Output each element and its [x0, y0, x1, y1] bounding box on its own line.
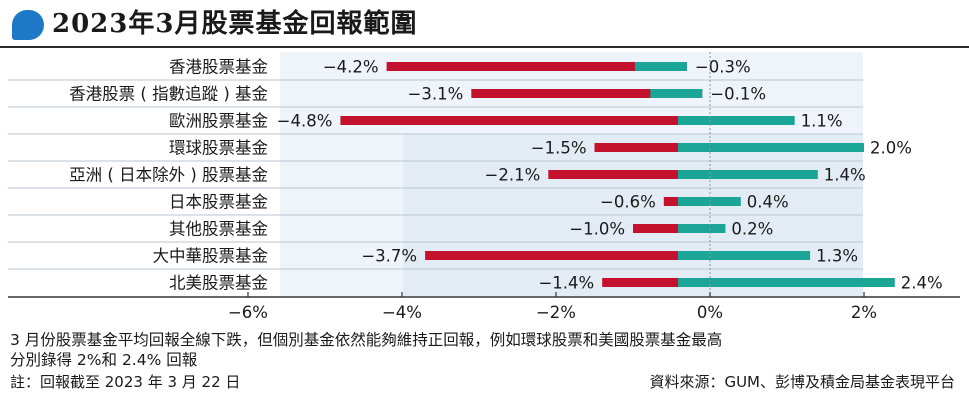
- min-return-label: −2.1%: [485, 166, 541, 185]
- category-label: 香港股票 ( 指數追蹤 ) 基金: [69, 85, 268, 104]
- min-return-bar: [548, 170, 710, 179]
- header: 2023年3月股票基金回報範圍: [0, 0, 969, 48]
- max-return-label: 0.4%: [747, 193, 789, 212]
- max-return-label: 1.4%: [824, 166, 866, 185]
- min-return-bar: [425, 251, 710, 260]
- category-label: 亞洲 ( 日本除外 ) 股票基金: [69, 166, 268, 185]
- min-return-label: −1.0%: [569, 220, 625, 239]
- x-tick-label: −2%: [536, 303, 576, 322]
- min-return-label: −1.4%: [538, 274, 594, 293]
- max-return-label: 1.1%: [801, 112, 843, 131]
- max-return-label: 1.3%: [816, 247, 858, 266]
- max-return-bar: [634, 62, 687, 71]
- min-return-bar: [594, 143, 710, 152]
- max-return-bar: [678, 116, 795, 125]
- min-return-bar: [633, 224, 710, 233]
- max-return-bar: [678, 170, 818, 179]
- x-tick-label: 0%: [697, 303, 723, 322]
- max-return-label: −0.1%: [710, 85, 766, 104]
- max-return-bar: [678, 278, 895, 287]
- category-label: 其他股票基金: [169, 220, 269, 239]
- max-return-bar: [650, 89, 703, 98]
- category-label: 日本股票基金: [169, 193, 269, 212]
- range-bar-chart: 香港股票基金 −4.2% −0.3% 香港股票 ( 指數追蹤 ) 基金 −3.1% −0.…: [8, 52, 960, 322]
- min-return-bar: [386, 62, 687, 71]
- max-return-label: 2.0%: [870, 139, 912, 158]
- max-return-label: −0.3%: [695, 58, 751, 77]
- min-return-label: −4.2%: [323, 58, 379, 77]
- min-return-label: −0.6%: [600, 193, 656, 212]
- max-return-label: 0.2%: [731, 220, 773, 239]
- x-tick-label: −6%: [228, 303, 268, 322]
- footnote: 註：回報截至 2023 年 3 月 22 日: [10, 373, 241, 391]
- title-divider: [0, 46, 969, 48]
- min-return-label: −3.1%: [408, 85, 464, 104]
- min-return-label: −1.5%: [531, 139, 587, 158]
- chart-note-line-2: 分別錄得 2%和 2.4% 回報: [10, 351, 198, 369]
- chart-title: 2023年3月股票基金回報範圍: [52, 9, 418, 39]
- speech-bubble-icon: [12, 10, 44, 40]
- source-note: 資料來源：GUM、彭博及積金局基金表現平台: [649, 373, 955, 391]
- min-return-label: −3.7%: [361, 247, 417, 266]
- x-tick-label: 2%: [851, 303, 877, 322]
- category-label: 北美股票基金: [169, 274, 269, 293]
- category-label: 大中華股票基金: [153, 247, 269, 266]
- min-return-label: −4.8%: [277, 112, 333, 131]
- category-label: 環球股票基金: [169, 139, 269, 158]
- min-return-bar: [471, 89, 703, 98]
- category-label: 歐洲股票基金: [169, 112, 269, 131]
- category-label: 香港股票基金: [169, 58, 269, 77]
- max-return-bar: [678, 143, 864, 152]
- min-return-bar: [340, 116, 710, 125]
- chart-note-line-1: 3 月份股票基金平均回報全線下跌，但個別基金依然能夠維持正回報，例如環球股票和美…: [10, 331, 723, 349]
- x-tick-label: −4%: [382, 303, 422, 322]
- max-return-label: 2.4%: [901, 274, 943, 293]
- max-return-bar: [678, 251, 811, 260]
- max-return-bar: [678, 224, 726, 233]
- min-return-bar: [602, 278, 710, 287]
- max-return-bar: [678, 197, 741, 206]
